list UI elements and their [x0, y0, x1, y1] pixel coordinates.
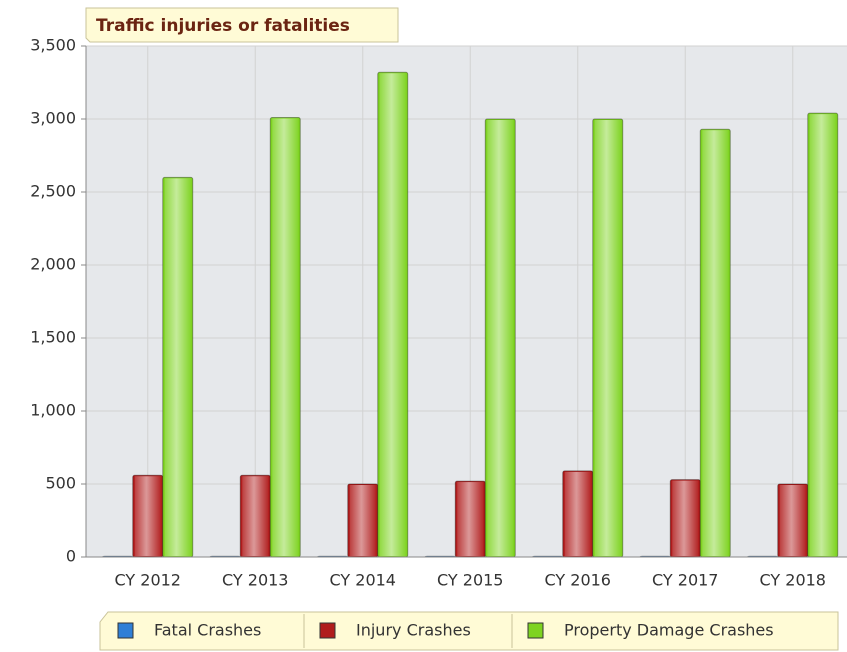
- y-tick-label: 1,000: [30, 401, 76, 420]
- x-tick-label: CY 2016: [545, 571, 611, 590]
- bar: [377, 71, 409, 558]
- title-box: [85, 7, 399, 43]
- legend-swatch: [319, 622, 336, 639]
- legend-box: [99, 611, 839, 651]
- legend-label: Property Damage Crashes: [564, 621, 774, 640]
- bar: [669, 479, 701, 558]
- y-tick-label: 1,500: [30, 328, 76, 347]
- y-tick-label: 2,500: [30, 182, 76, 201]
- x-tick-label: CY 2017: [652, 571, 718, 590]
- legend-label: Fatal Crashes: [154, 621, 261, 640]
- bar: [699, 128, 731, 558]
- plot-area: [86, 46, 847, 557]
- bar: [239, 474, 271, 558]
- chart-title: Traffic injuries or fatalities: [96, 16, 350, 36]
- bar: [777, 483, 809, 558]
- bar: [484, 118, 516, 558]
- legend-label: Injury Crashes: [356, 621, 471, 640]
- bar: [132, 474, 164, 558]
- bar: [347, 483, 379, 558]
- bar: [592, 118, 624, 558]
- x-tick-label: CY 2014: [330, 571, 396, 590]
- bar: [562, 470, 594, 558]
- bar: [807, 112, 839, 558]
- y-tick-label: 3,500: [30, 36, 76, 55]
- y-tick-label: 2,000: [30, 255, 76, 274]
- legend-swatch: [117, 622, 134, 639]
- x-tick-label: CY 2018: [760, 571, 826, 590]
- legend-swatch: [527, 622, 544, 639]
- bar: [454, 480, 486, 558]
- x-tick-label: CY 2013: [222, 571, 288, 590]
- y-tick-label: 0: [66, 547, 76, 566]
- x-tick-label: CY 2015: [437, 571, 503, 590]
- x-tick-label: CY 2012: [115, 571, 181, 590]
- bar: [162, 176, 194, 558]
- y-tick-label: 3,000: [30, 109, 76, 128]
- y-tick-label: 500: [45, 474, 76, 493]
- bar: [269, 117, 301, 558]
